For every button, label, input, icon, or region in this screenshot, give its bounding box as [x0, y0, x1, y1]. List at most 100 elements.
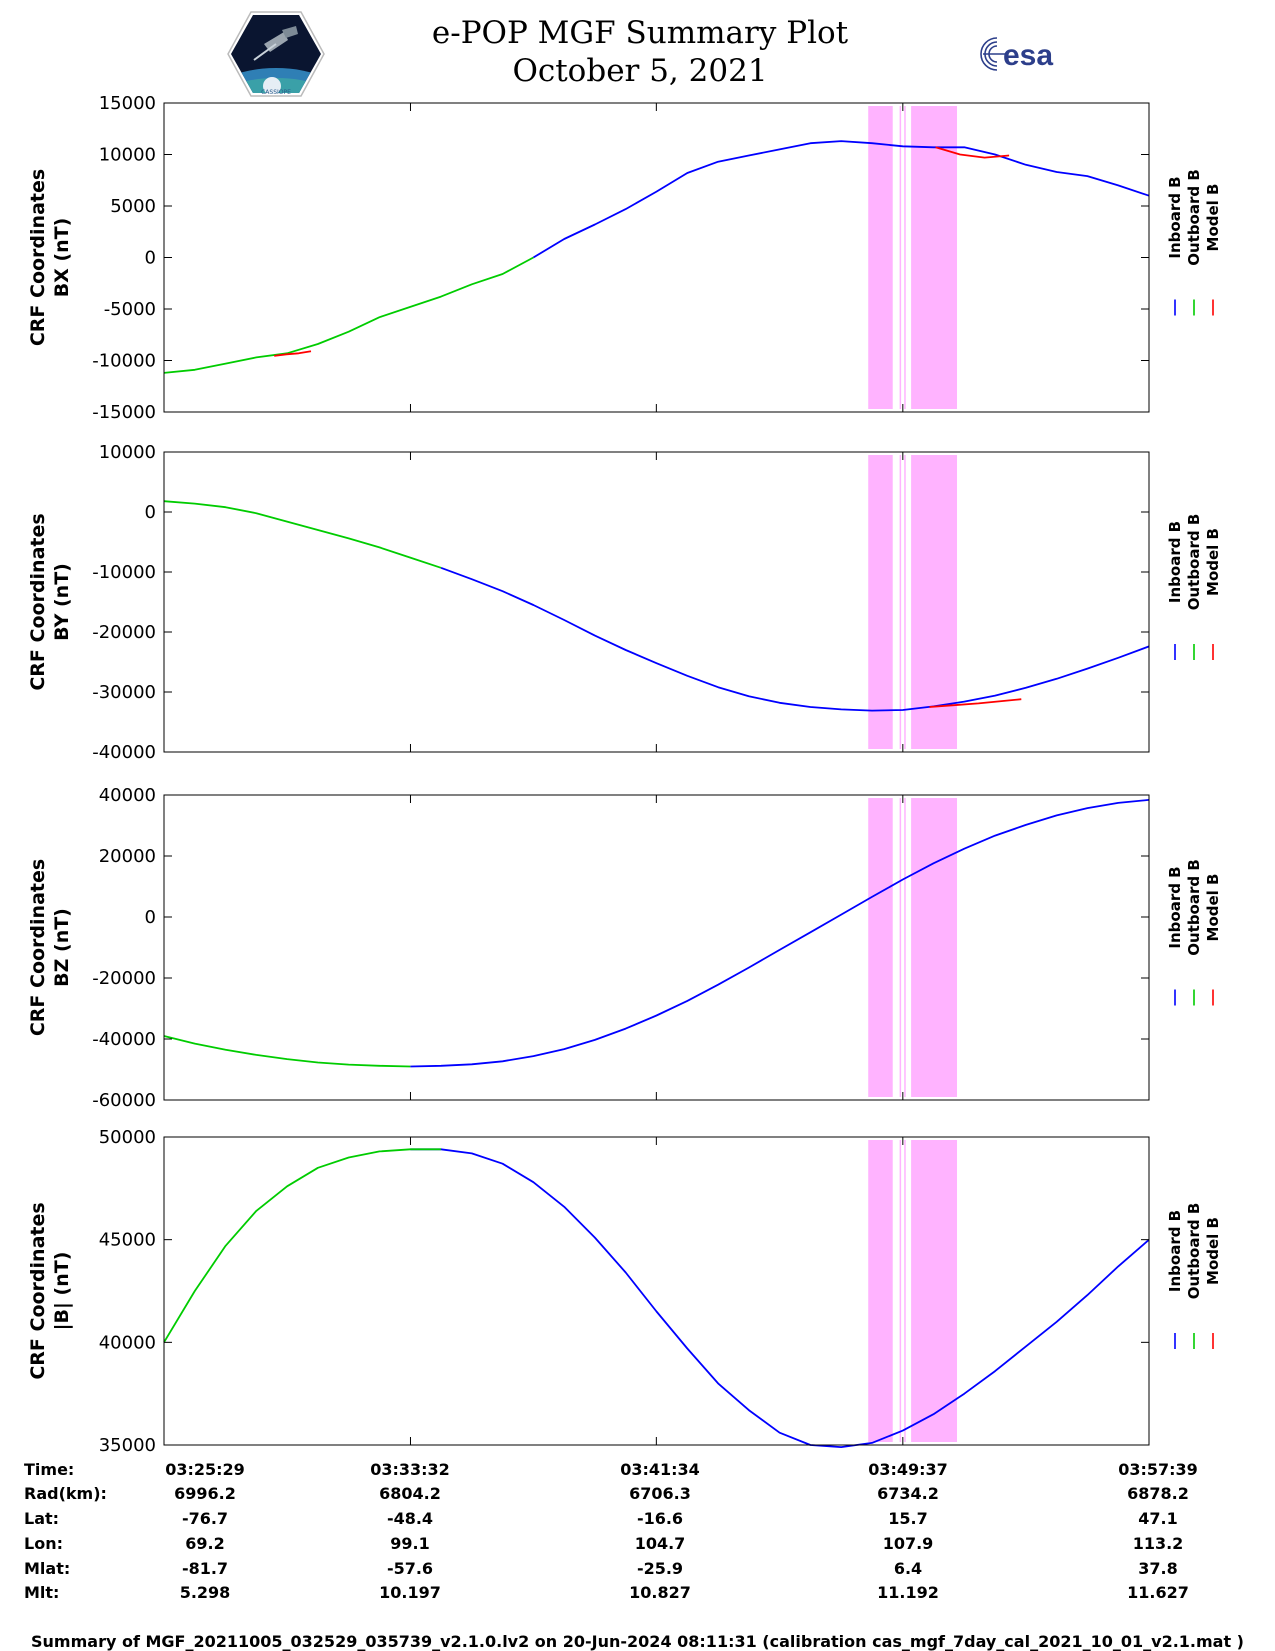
- y-tick-label: 50000: [99, 1127, 156, 1148]
- series-outboard-b: [163, 500, 442, 569]
- y-axis-label-line2: |B| (nT): [51, 1252, 73, 1331]
- y-axis-label-line2: BX (nT): [51, 218, 73, 298]
- ephemeris-value: 6996.2: [174, 1484, 236, 1503]
- ephemeris-value: 6.4: [893, 1559, 923, 1578]
- panel-3: 40000 20000 0 -20000 -40000 -60000 CRF Coordin…: [27, 785, 1222, 1111]
- y-tick-label: 40000: [99, 785, 156, 806]
- ephemeris-row-label: Mlat:: [24, 1559, 71, 1578]
- ephemeris-value: 113.2: [1132, 1534, 1184, 1553]
- ephemeris-value: 6804.2: [379, 1484, 441, 1503]
- y-tick-label: 0: [145, 248, 156, 269]
- flag-band-1: [868, 106, 893, 409]
- ephemeris-value: 03:41:34: [620, 1460, 700, 1479]
- series-inboard-b: [440, 566, 1150, 712]
- y-tick-label: 10000: [99, 442, 156, 463]
- plot-frame: [163, 794, 1150, 1101]
- y-tick-label: -20000: [92, 622, 156, 643]
- series-model-b-segment-2: [935, 146, 1010, 159]
- ephemeris-value: 37.8: [1138, 1559, 1178, 1578]
- y-tick-label: -40000: [92, 1029, 156, 1050]
- ephemeris-value: -48.4: [386, 1509, 434, 1528]
- legend-label: Inboard B: [1166, 176, 1184, 258]
- y-axis-label-line1: CRF Coordinates: [27, 1202, 49, 1379]
- y-axis-label: CRF Coordinates |B| (nT): [27, 1202, 73, 1379]
- series-inboard-b: [410, 1148, 1150, 1448]
- ephemeris-value: -76.7: [181, 1509, 229, 1528]
- ephemeris-value: 15.7: [888, 1509, 928, 1528]
- series-outboard-b: [163, 256, 534, 374]
- ephemeris-value: 6734.2: [877, 1484, 939, 1503]
- y-tick-label: 40000: [99, 1332, 156, 1353]
- ephemeris-value: -81.7: [181, 1559, 229, 1578]
- legend-label: Model B: [1204, 1217, 1222, 1285]
- flag-band-2: [911, 106, 958, 409]
- cassiope-logo-text: CASSIOPE: [261, 89, 291, 96]
- ephemeris-value: 5.298: [179, 1583, 231, 1602]
- flag-band-1: [868, 798, 893, 1097]
- y-tick-label: 15000: [99, 93, 156, 114]
- legend-label: Inboard B: [1166, 866, 1184, 948]
- ephemeris-value: -25.9: [636, 1559, 684, 1578]
- title-line2: October 5, 2021: [512, 53, 768, 89]
- series-model-b-segment-1: [274, 350, 312, 357]
- y-tick-label: 20000: [99, 846, 156, 867]
- ephemeris-value: 69.2: [185, 1534, 225, 1553]
- y-tick-label: 10000: [99, 145, 156, 166]
- y-tick-label: -10000: [92, 562, 156, 583]
- legend-label: Outboard B: [1185, 169, 1203, 266]
- footer-summary: Summary of MGF_20211005_032529_035739_v2…: [31, 1632, 1244, 1651]
- ephemeris-value: 107.9: [882, 1534, 934, 1553]
- ephemeris-value: 10.827: [629, 1583, 691, 1602]
- ephemeris-value: -16.6: [636, 1509, 684, 1528]
- legend-label: Outboard B: [1185, 514, 1203, 611]
- ephemeris-value: 03:57:39: [1118, 1460, 1198, 1479]
- flag-band-2: [911, 1140, 958, 1442]
- ephemeris-value: 10.197: [379, 1583, 441, 1602]
- series-inboard-b: [410, 799, 1150, 1068]
- ephemeris-row-label: Lat:: [24, 1509, 60, 1528]
- plot-frame: [163, 1136, 1150, 1446]
- title-line1: e-POP MGF Summary Plot: [431, 15, 849, 51]
- y-axis-label-line2: BY (nT): [51, 563, 73, 641]
- y-axis-label-line1: CRF Coordinates: [27, 169, 49, 346]
- y-tick-label: 5000: [110, 196, 156, 217]
- legend-label: Inboard B: [1166, 521, 1184, 603]
- y-axis-label: CRF Coordinates BZ (nT): [27, 859, 73, 1036]
- series-model-b-segment-1: [929, 698, 1022, 708]
- panel-1: 15000 10000 5000 0 -5000 -10000 -15000 CRF Coor…: [27, 93, 1222, 423]
- y-tick-label: -5000: [104, 299, 156, 320]
- y-axis-label-line1: CRF Coordinates: [27, 859, 49, 1036]
- series-outboard-b: [163, 1035, 411, 1068]
- ephemeris-value: 47.1: [1138, 1509, 1178, 1528]
- ephemeris-value: 03:33:32: [370, 1460, 450, 1479]
- ephemeris-value: -57.6: [386, 1559, 434, 1578]
- flag-band-2: [911, 455, 958, 749]
- y-tick-label: 45000: [99, 1230, 156, 1251]
- ephemeris-value: 11.192: [877, 1583, 939, 1602]
- legend-label: Model B: [1204, 528, 1222, 596]
- legend-label: Model B: [1204, 184, 1222, 252]
- flag-band-1: [868, 1140, 893, 1442]
- plot-frame: [163, 102, 1150, 413]
- y-tick-label: 35000: [99, 1435, 156, 1456]
- legend-label: Outboard B: [1185, 859, 1203, 956]
- y-tick-label: -60000: [92, 1090, 156, 1111]
- y-tick-label: -10000: [92, 351, 156, 372]
- y-axis-label: CRF Coordinates BX (nT): [27, 169, 73, 346]
- flag-band-2: [911, 798, 958, 1097]
- esa-logo-text: esa: [1003, 39, 1053, 72]
- y-tick-label: -20000: [92, 968, 156, 989]
- plot-frame: [163, 451, 1150, 753]
- series-outboard-b: [163, 1148, 441, 1343]
- ephemeris-row-label: Lon:: [24, 1534, 63, 1553]
- legend-label: Inboard B: [1166, 1210, 1184, 1292]
- flag-band-1: [868, 455, 893, 749]
- ephemeris-value: 03:49:37: [868, 1460, 948, 1479]
- ephemeris-value: 6706.3: [629, 1484, 691, 1503]
- esa-logo: esa: [980, 37, 1053, 72]
- panel-2: 10000 0 -10000 -20000 -30000 -40000 CRF Coordi…: [27, 442, 1222, 763]
- y-tick-label: -40000: [92, 742, 156, 763]
- ephemeris-value: 6878.2: [1127, 1484, 1189, 1503]
- y-axis-label-line1: CRF Coordinates: [27, 513, 49, 690]
